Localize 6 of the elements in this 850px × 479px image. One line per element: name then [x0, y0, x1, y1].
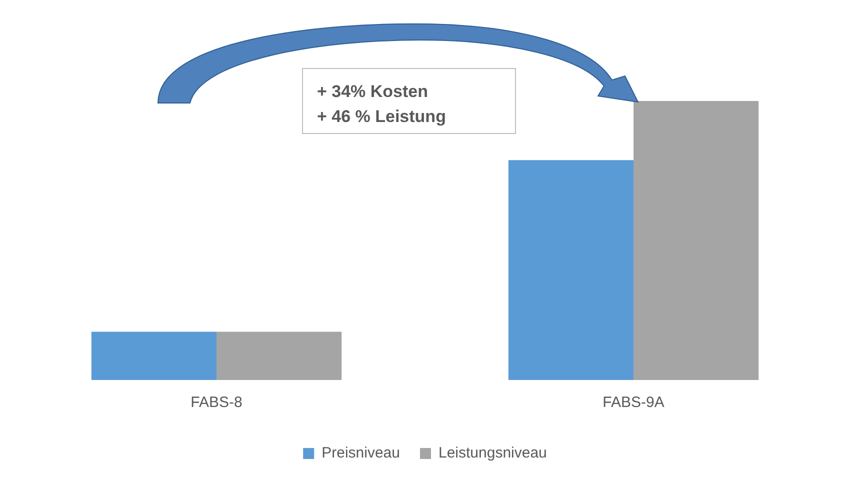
annotation: + 46 % Leistung: [317, 106, 447, 128]
legend-label: Leistungsniveau: [438, 444, 547, 462]
text-box: + 34% Kosten + 46 % Leistung: [302, 68, 516, 134]
x-tick-label: FABS-9A: [602, 394, 664, 412]
x-tick-label: FABS-8: [190, 394, 242, 412]
legend-label: Preisniveau: [322, 444, 400, 462]
